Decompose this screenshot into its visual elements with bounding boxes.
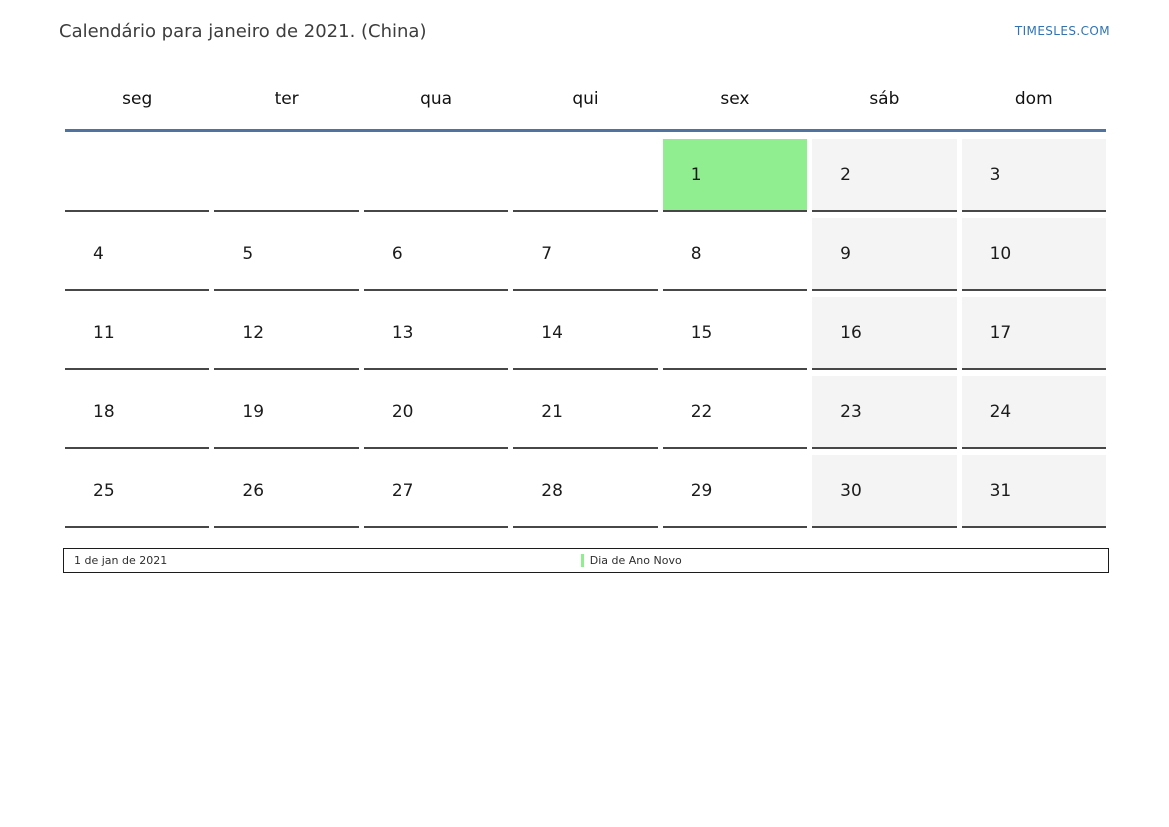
day-number: 28 [541, 480, 563, 501]
day-number: 10 [989, 243, 1012, 264]
calendar-day-cell-23: 23 [812, 376, 957, 449]
legend-item-new-year: Dia de Ano Novo [580, 549, 682, 572]
weekday-header-ter: ter [274, 89, 299, 109]
calendar-day-cell-12: 12 [214, 297, 359, 370]
day-number: 26 [242, 480, 265, 501]
legend-date-range: 1 de jan de 2021 [74, 554, 168, 567]
day-number: 6 [391, 243, 403, 264]
calendar-day-cell-5: 5 [214, 218, 359, 291]
day-number: 22 [690, 401, 713, 422]
calendar-day-cell-7: 7 [513, 218, 658, 291]
page-title: Calendário para janeiro de 2021. (China) [59, 21, 427, 42]
calendar-day-cell-3: 3 [961, 139, 1106, 212]
weekday-row: seg ter qua qui sex sáb dom [65, 85, 1106, 113]
day-number: 18 [93, 401, 115, 422]
day-number: 5 [242, 243, 254, 264]
day-number: 14 [541, 322, 563, 343]
calendar-day-cell-6: 6 [363, 218, 509, 291]
day-number: 24 [989, 401, 1012, 422]
calendar-day-cell-24: 24 [961, 376, 1106, 449]
calendar-day-cell-9: 9 [812, 218, 957, 291]
day-number: 9 [840, 243, 851, 264]
calendar-day-cell-8: 8 [662, 218, 808, 291]
holiday-marker-icon [580, 554, 584, 567]
weekday-header-dom: dom [1014, 89, 1053, 109]
calendar-day-cell-21: 21 [513, 376, 658, 449]
day-number: 11 [93, 322, 115, 343]
calendar-day-cell-4: 4 [65, 218, 210, 291]
calendar-grid: 1 2 3 4 5 6 7 8 9 10 11 12 13 14 15 16 17 18 19 20 21 22 23 24 2… [65, 139, 1106, 528]
day-number: 13 [391, 322, 414, 343]
calendar-day-cell-29: 29 [662, 455, 808, 528]
calendar-day-cell-26: 26 [214, 455, 359, 528]
day-number: 1 [690, 164, 702, 185]
day-number: 29 [690, 480, 713, 501]
calendar-day-cell-11: 11 [65, 297, 210, 370]
day-number: 12 [242, 322, 265, 343]
weekday-header-sáb: sáb [869, 89, 900, 109]
calendar-day-cell-27: 27 [363, 455, 509, 528]
day-number: 23 [840, 401, 862, 422]
day-number: 17 [989, 322, 1012, 343]
day-number: 31 [989, 480, 1012, 501]
day-number: 15 [690, 322, 713, 343]
day-number: 21 [541, 401, 563, 422]
calendar-day-cell-16: 16 [812, 297, 957, 370]
calendar-empty-cell [214, 139, 359, 212]
day-number: 25 [93, 480, 115, 501]
header-divider-line [65, 129, 1106, 132]
day-number: 2 [840, 164, 851, 185]
legend-bar: 1 de jan de 2021 Dia de Ano Novo [63, 548, 1109, 573]
weekday-header-seg: seg [122, 89, 153, 109]
day-number: 30 [840, 480, 862, 501]
day-number: 19 [242, 401, 265, 422]
calendar-day-cell-1: 1 [662, 139, 808, 212]
weekday-header-qua: qua [420, 89, 453, 109]
calendar-day-cell-13: 13 [363, 297, 509, 370]
calendar-empty-cell [65, 139, 210, 212]
day-number: 20 [391, 401, 414, 422]
calendar-day-cell-2: 2 [812, 139, 957, 212]
calendar-day-cell-19: 19 [214, 376, 359, 449]
calendar-day-cell-25: 25 [65, 455, 210, 528]
calendar-day-cell-10: 10 [961, 218, 1106, 291]
legend-holiday-label: Dia de Ano Novo [589, 554, 682, 567]
day-number: 7 [541, 243, 553, 264]
site-link[interactable]: TIMESLES.COM [1014, 24, 1110, 38]
calendar-day-cell-31: 31 [961, 455, 1106, 528]
weekday-header-sex: sex [720, 89, 750, 109]
calendar-day-cell-15: 15 [662, 297, 808, 370]
calendar-empty-cell [363, 139, 509, 212]
day-number: 4 [93, 243, 104, 264]
day-number: 16 [840, 322, 862, 343]
calendar-day-cell-30: 30 [812, 455, 957, 528]
day-number: 27 [391, 480, 414, 501]
calendar-empty-cell [513, 139, 658, 212]
calendar-day-cell-18: 18 [65, 376, 210, 449]
weekday-header-qui: qui [572, 89, 599, 109]
calendar-day-cell-20: 20 [363, 376, 509, 449]
calendar-day-cell-22: 22 [662, 376, 808, 449]
calendar-day-cell-14: 14 [513, 297, 658, 370]
calendar-day-cell-28: 28 [513, 455, 658, 528]
calendar-day-cell-17: 17 [961, 297, 1106, 370]
day-number: 3 [989, 164, 1001, 185]
day-number: 8 [690, 243, 702, 264]
